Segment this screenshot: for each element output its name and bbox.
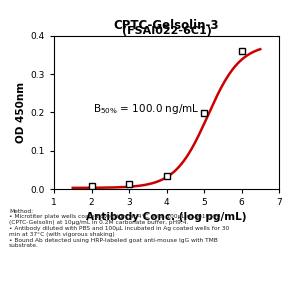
X-axis label: Antibody Conc. (log pg/mL): Antibody Conc. (log pg/mL): [86, 212, 247, 222]
Text: CPTC-Gelsolin-3: CPTC-Gelsolin-3: [114, 19, 219, 32]
Y-axis label: OD 450nm: OD 450nm: [16, 82, 26, 143]
Text: Method:
• Microtiter plate wells coated overnight at 4°C  with 100μL of Ag10594
: Method: • Microtiter plate wells coated …: [9, 209, 229, 248]
Text: (FSAI022-6C1): (FSAI022-6C1): [122, 26, 212, 36]
Text: B$_{50\%}$ = 100.0 ng/mL: B$_{50\%}$ = 100.0 ng/mL: [93, 102, 200, 116]
